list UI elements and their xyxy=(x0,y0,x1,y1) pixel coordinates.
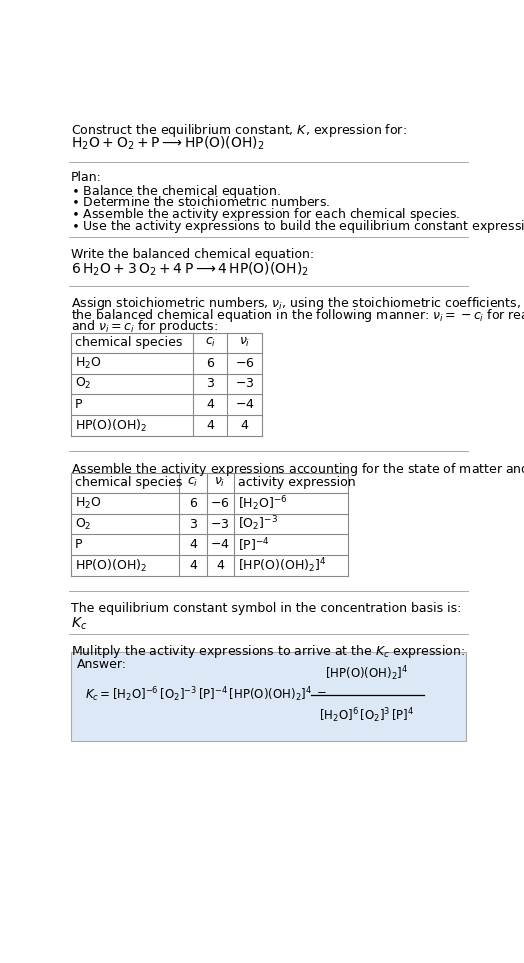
Text: $c_i$: $c_i$ xyxy=(188,477,199,489)
Text: $\bullet$ Use the activity expressions to build the equilibrium constant express: $\bullet$ Use the activity expressions t… xyxy=(71,218,524,235)
Text: $[\mathrm{HP(O)(OH)_2}]^{4}$: $[\mathrm{HP(O)(OH)_2}]^{4}$ xyxy=(238,557,327,575)
Text: $-3$: $-3$ xyxy=(235,377,254,390)
Text: $[\mathrm{P}]^{-4}$: $[\mathrm{P}]^{-4}$ xyxy=(238,536,270,554)
Text: chemical species: chemical species xyxy=(75,336,182,350)
Text: $[\mathrm{O_2}]^{-3}$: $[\mathrm{O_2}]^{-3}$ xyxy=(238,514,278,534)
Text: Mulitply the activity expressions to arrive at the $K_c$ expression:: Mulitply the activity expressions to arr… xyxy=(71,643,465,660)
Text: $\nu_i$: $\nu_i$ xyxy=(239,336,250,350)
Text: P: P xyxy=(75,398,82,411)
Text: $c_i$: $c_i$ xyxy=(205,336,216,350)
Text: Write the balanced chemical equation:: Write the balanced chemical equation: xyxy=(71,248,314,261)
Text: 4: 4 xyxy=(241,419,248,432)
Text: P: P xyxy=(75,538,82,552)
Text: the balanced chemical equation in the following manner: $\nu_i = -c_i$ for react: the balanced chemical equation in the fo… xyxy=(71,306,524,324)
Text: $\bullet$ Balance the chemical equation.: $\bullet$ Balance the chemical equation. xyxy=(71,183,281,200)
Text: $K_c = [\mathrm{H_2O}]^{-6}\,[\mathrm{O_2}]^{-3}\,[\mathrm{P}]^{-4}\,[\mathrm{HP: $K_c = [\mathrm{H_2O}]^{-6}\,[\mathrm{O_… xyxy=(85,686,327,704)
Text: $\mathrm{O_2}$: $\mathrm{O_2}$ xyxy=(75,516,91,532)
Text: $-4$: $-4$ xyxy=(235,398,254,411)
Text: $\nu_i$: $\nu_i$ xyxy=(214,477,226,489)
Text: $[\mathrm{H_2O}]^{6}\,[\mathrm{O_2}]^{3}\,[\mathrm{P}]^{4}$: $[\mathrm{H_2O}]^{6}\,[\mathrm{O_2}]^{3}… xyxy=(319,706,414,725)
Text: 4: 4 xyxy=(206,398,214,411)
Text: $-6$: $-6$ xyxy=(210,497,230,509)
Text: $-3$: $-3$ xyxy=(211,517,230,531)
Text: $K_c$: $K_c$ xyxy=(71,615,88,632)
Text: activity expression: activity expression xyxy=(238,477,356,489)
FancyBboxPatch shape xyxy=(71,652,466,741)
Text: $[\mathrm{HP(O)(OH)_2}]^{4}$: $[\mathrm{HP(O)(OH)_2}]^{4}$ xyxy=(325,664,409,683)
Text: 6: 6 xyxy=(206,356,214,370)
Text: $\mathrm{HP(O)(OH)_2}$: $\mathrm{HP(O)(OH)_2}$ xyxy=(75,558,147,574)
Text: 4: 4 xyxy=(189,538,197,552)
Text: $-6$: $-6$ xyxy=(235,356,254,370)
Text: and $\nu_i = c_i$ for products:: and $\nu_i = c_i$ for products: xyxy=(71,318,218,335)
Text: Assemble the activity expressions accounting for the state of matter and $\nu_i$: Assemble the activity expressions accoun… xyxy=(71,460,524,478)
Text: 4: 4 xyxy=(216,560,224,572)
Text: $-4$: $-4$ xyxy=(210,538,230,552)
Text: $\mathrm{O_2}$: $\mathrm{O_2}$ xyxy=(75,377,91,391)
Text: $\mathrm{H_2O}$: $\mathrm{H_2O}$ xyxy=(75,355,101,371)
Text: $\bullet$ Assemble the activity expression for each chemical species.: $\bullet$ Assemble the activity expressi… xyxy=(71,206,461,223)
Text: The equilibrium constant symbol in the concentration basis is:: The equilibrium constant symbol in the c… xyxy=(71,602,461,615)
Text: $\mathrm{HP(O)(OH)_2}$: $\mathrm{HP(O)(OH)_2}$ xyxy=(75,417,147,433)
Text: $[\mathrm{H_2O}]^{-6}$: $[\mathrm{H_2O}]^{-6}$ xyxy=(238,494,288,512)
Text: $6\,\mathrm{H_2O + 3\,O_2 + 4\,P \longrightarrow 4\,HP(O)(OH)_2}$: $6\,\mathrm{H_2O + 3\,O_2 + 4\,P \longri… xyxy=(71,261,309,278)
Text: 3: 3 xyxy=(189,517,197,531)
Text: $\mathrm{H_2O + O_2 + P \longrightarrow HP(O)(OH)_2}$: $\mathrm{H_2O + O_2 + P \longrightarrow … xyxy=(71,135,265,152)
Text: 3: 3 xyxy=(206,377,214,390)
Text: Construct the equilibrium constant, $K$, expression for:: Construct the equilibrium constant, $K$,… xyxy=(71,121,407,139)
Text: 4: 4 xyxy=(189,560,197,572)
Text: $\bullet$ Determine the stoichiometric numbers.: $\bullet$ Determine the stoichiometric n… xyxy=(71,195,330,209)
Text: Answer:: Answer: xyxy=(77,659,127,671)
Text: 6: 6 xyxy=(189,497,197,509)
Text: Plan:: Plan: xyxy=(71,171,102,184)
Text: chemical species: chemical species xyxy=(75,477,182,489)
Text: $\mathrm{H_2O}$: $\mathrm{H_2O}$ xyxy=(75,496,101,510)
Text: 4: 4 xyxy=(206,419,214,432)
Text: Assign stoichiometric numbers, $\nu_i$, using the stoichiometric coefficients, $: Assign stoichiometric numbers, $\nu_i$, … xyxy=(71,295,524,312)
